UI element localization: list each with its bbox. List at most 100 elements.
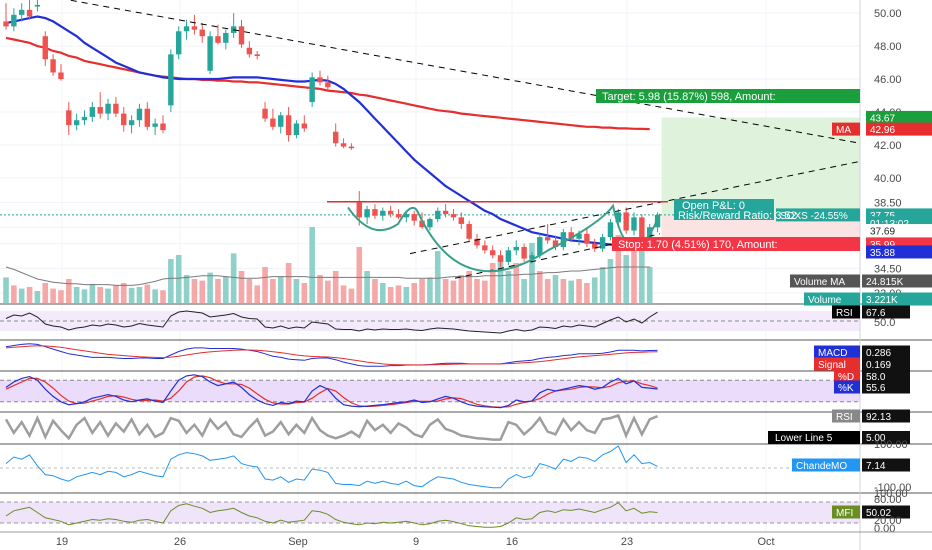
candle-body[interactable]	[285, 115, 292, 136]
candle-body[interactable]	[592, 243, 598, 249]
candle-body[interactable]	[623, 212, 629, 231]
candle-body[interactable]	[160, 123, 166, 131]
candle-body[interactable]	[395, 214, 402, 218]
candle-body[interactable]	[176, 31, 182, 55]
candle-body[interactable]	[121, 113, 127, 126]
candle-body[interactable]	[419, 220, 425, 228]
candle-body[interactable]	[458, 217, 464, 224]
candle-body[interactable]	[128, 120, 135, 126]
candle-body[interactable]	[490, 250, 496, 256]
volume-bar	[301, 283, 308, 303]
candle-body[interactable]	[482, 245, 488, 251]
candle-body[interactable]	[631, 217, 637, 231]
time-tick-label: 23	[621, 536, 633, 548]
candle-body[interactable]	[466, 223, 472, 239]
candle-body[interactable]	[356, 202, 362, 218]
candle-body[interactable]	[317, 77, 323, 83]
candle-body[interactable]	[333, 131, 339, 144]
downtrend-line[interactable]	[60, 0, 861, 144]
candle-body[interactable]	[387, 210, 394, 215]
time-tick-label: 16	[506, 536, 518, 548]
cup-and-handle-curve[interactable]	[347, 203, 661, 273]
candle-body[interactable]	[136, 108, 143, 121]
candlesticks[interactable]	[3, 0, 661, 267]
price-axis[interactable]: 50.0048.0046.0044.0042.0040.0038.5037.00…	[768, 0, 932, 550]
candle-body[interactable]	[584, 233, 590, 244]
candle-body[interactable]	[364, 209, 370, 218]
ma-series-tag: MA	[836, 125, 851, 136]
candle-body[interactable]	[544, 237, 551, 241]
candle-body[interactable]	[199, 29, 205, 37]
candle-body[interactable]	[191, 26, 198, 30]
candle-body[interactable]	[270, 118, 276, 127]
candle-body[interactable]	[615, 212, 621, 223]
candle-body[interactable]	[73, 120, 80, 126]
candle-body[interactable]	[513, 247, 519, 251]
candle-body[interactable]	[66, 110, 72, 126]
candle-body[interactable]	[450, 214, 457, 218]
candle-body[interactable]	[81, 116, 88, 121]
candle-body[interactable]	[340, 143, 347, 147]
candle-body[interactable]	[223, 32, 229, 43]
candle-body[interactable]	[521, 247, 527, 259]
candle-body[interactable]	[26, 9, 33, 17]
candle-body[interactable]	[552, 240, 559, 248]
candle-body[interactable]	[254, 54, 260, 56]
candle-body[interactable]	[380, 210, 386, 216]
candle-body[interactable]	[576, 233, 582, 239]
candle-body[interactable]	[246, 47, 253, 55]
candle-body[interactable]	[97, 107, 103, 114]
candle-body[interactable]	[238, 26, 245, 45]
candle-body[interactable]	[58, 72, 64, 80]
candle-body[interactable]	[442, 210, 449, 215]
candle-body[interactable]	[34, 4, 41, 7]
candle-body[interactable]	[215, 36, 221, 43]
candle-body[interactable]	[144, 108, 150, 127]
candle-body[interactable]	[348, 146, 355, 149]
candle-body[interactable]	[529, 255, 535, 259]
candle-body[interactable]	[183, 26, 190, 32]
candle-body[interactable]	[411, 214, 417, 221]
candle-body[interactable]	[568, 232, 574, 239]
candle-body[interactable]	[207, 36, 213, 71]
candle-body[interactable]	[560, 232, 567, 248]
candle-body[interactable]	[403, 214, 410, 218]
candle-body[interactable]	[3, 21, 9, 27]
candle-body[interactable]	[505, 250, 512, 262]
candle-body[interactable]	[639, 217, 645, 239]
candle-body[interactable]	[50, 59, 56, 73]
price-tag: 42.96	[870, 125, 895, 136]
trend-drawings[interactable]	[60, 0, 861, 279]
candle-body[interactable]	[497, 255, 504, 262]
volume-bar	[42, 283, 49, 303]
chande-value-bg	[862, 458, 910, 472]
candle-body[interactable]	[11, 14, 17, 27]
candle-body[interactable]	[474, 238, 480, 246]
candle-body[interactable]	[152, 123, 158, 127]
candle-body[interactable]	[309, 77, 315, 103]
candle-body[interactable]	[278, 115, 284, 127]
candle-body[interactable]	[372, 209, 378, 216]
candle-body[interactable]	[293, 123, 300, 136]
candle-body[interactable]	[262, 108, 268, 119]
macd-label: MACD	[818, 348, 847, 359]
indicator-panels[interactable]	[0, 303, 932, 533]
candle-body[interactable]	[301, 123, 307, 129]
candle-body[interactable]	[599, 237, 606, 249]
candle-body[interactable]	[537, 237, 543, 256]
candle-body[interactable]	[427, 219, 433, 228]
candle-body[interactable]	[105, 103, 111, 114]
rsi-tick: 50.0	[874, 317, 895, 329]
candle-body[interactable]	[607, 222, 614, 238]
volume-bar	[183, 275, 190, 303]
candle-body[interactable]	[325, 82, 331, 88]
candle-body[interactable]	[435, 210, 441, 220]
candle-body[interactable]	[89, 107, 96, 117]
candle-body[interactable]	[168, 54, 174, 106]
volume-bar	[18, 288, 25, 303]
candle-body[interactable]	[42, 36, 48, 60]
candle-body[interactable]	[113, 103, 119, 114]
candle-body[interactable]	[19, 9, 25, 15]
time-axis[interactable]: 19 26 Sep 9 16 23 Oct	[0, 531, 932, 548]
